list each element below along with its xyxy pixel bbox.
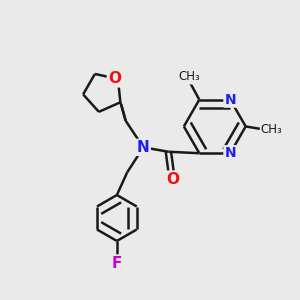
Text: O: O — [108, 71, 121, 86]
Text: CH₃: CH₃ — [261, 123, 283, 136]
Text: O: O — [166, 172, 179, 187]
Text: N: N — [224, 93, 236, 107]
Text: N: N — [224, 146, 236, 160]
Text: F: F — [112, 256, 122, 271]
Text: N: N — [137, 140, 150, 155]
Text: CH₃: CH₃ — [178, 70, 200, 83]
